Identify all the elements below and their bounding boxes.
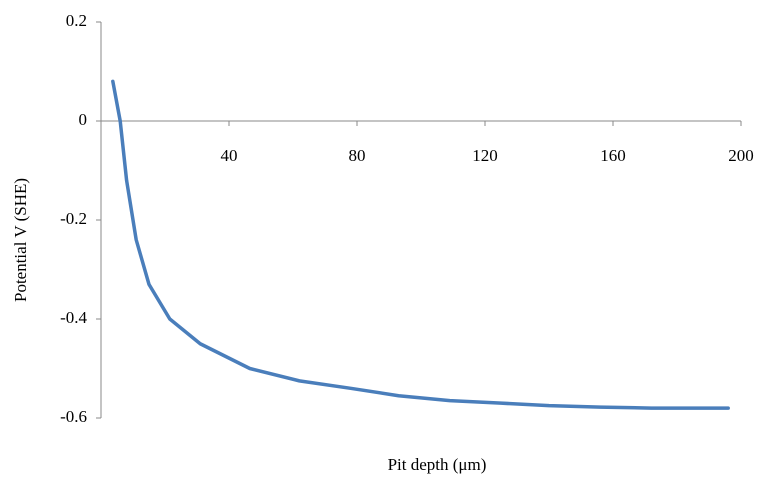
y-tick-label: -0.6 bbox=[60, 407, 87, 426]
x-tick-label: 160 bbox=[600, 146, 626, 165]
y-tick-label: 0 bbox=[79, 110, 88, 129]
x-axis-label: Pit depth (μm) bbox=[388, 455, 487, 474]
x-tick-label: 200 bbox=[728, 146, 754, 165]
y-tick-label: -0.4 bbox=[60, 308, 87, 327]
y-axis-label: Potential V (SHE) bbox=[11, 178, 30, 302]
x-tick-label: 80 bbox=[349, 146, 366, 165]
x-tick-label: 40 bbox=[221, 146, 238, 165]
y-tick-label: -0.2 bbox=[60, 209, 87, 228]
x-tick-label: 120 bbox=[472, 146, 498, 165]
y-tick-label: 0.2 bbox=[66, 11, 87, 30]
data-line bbox=[111, 79, 730, 410]
